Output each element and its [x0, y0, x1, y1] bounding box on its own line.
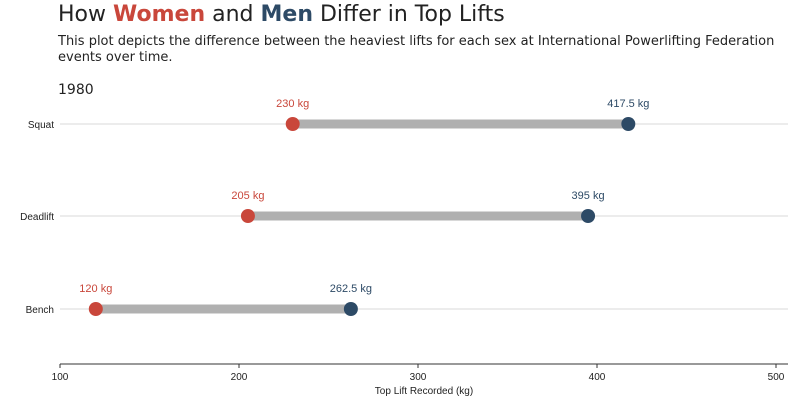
x-axis-title: Top Lift Recorded (kg): [375, 386, 473, 397]
title-women: Women: [113, 2, 206, 27]
x-tick-label-400: 400: [589, 372, 606, 383]
point-women-bench: [88, 302, 103, 316]
label-men-bench: 262.5 kg: [330, 283, 372, 295]
point-men-deadlift: [581, 209, 596, 223]
label-men-deadlift: 395 kg: [572, 190, 605, 202]
label-women-deadlift: 205 kg: [231, 190, 264, 202]
title-part-1: How: [58, 2, 113, 27]
category-label-deadlift: Deadlift: [20, 212, 54, 223]
year-label: 1980: [58, 82, 94, 98]
title-part-3: Differ in Top Lifts: [312, 2, 505, 27]
point-women-squat: [285, 117, 300, 131]
title-men: Men: [260, 2, 313, 27]
point-men-squat: [621, 117, 636, 131]
chart-title: How Women and Men Differ in Top Lifts: [58, 2, 505, 28]
title-part-2: and: [205, 2, 261, 27]
category-label-squat: Squat: [28, 120, 54, 131]
label-men-squat: 417.5 kg: [607, 98, 649, 110]
chart-subtitle: This plot depicts the difference between…: [58, 34, 775, 65]
point-men-bench: [343, 302, 358, 316]
category-label-bench: Bench: [26, 305, 54, 316]
x-tick-label-300: 300: [410, 372, 427, 383]
x-tick-label-200: 200: [231, 372, 248, 383]
label-women-squat: 230 kg: [276, 98, 309, 110]
x-tick-label-500: 500: [768, 372, 785, 383]
x-tick-label-100: 100: [52, 372, 69, 383]
label-women-bench: 120 kg: [79, 283, 112, 295]
point-women-deadlift: [240, 209, 255, 223]
